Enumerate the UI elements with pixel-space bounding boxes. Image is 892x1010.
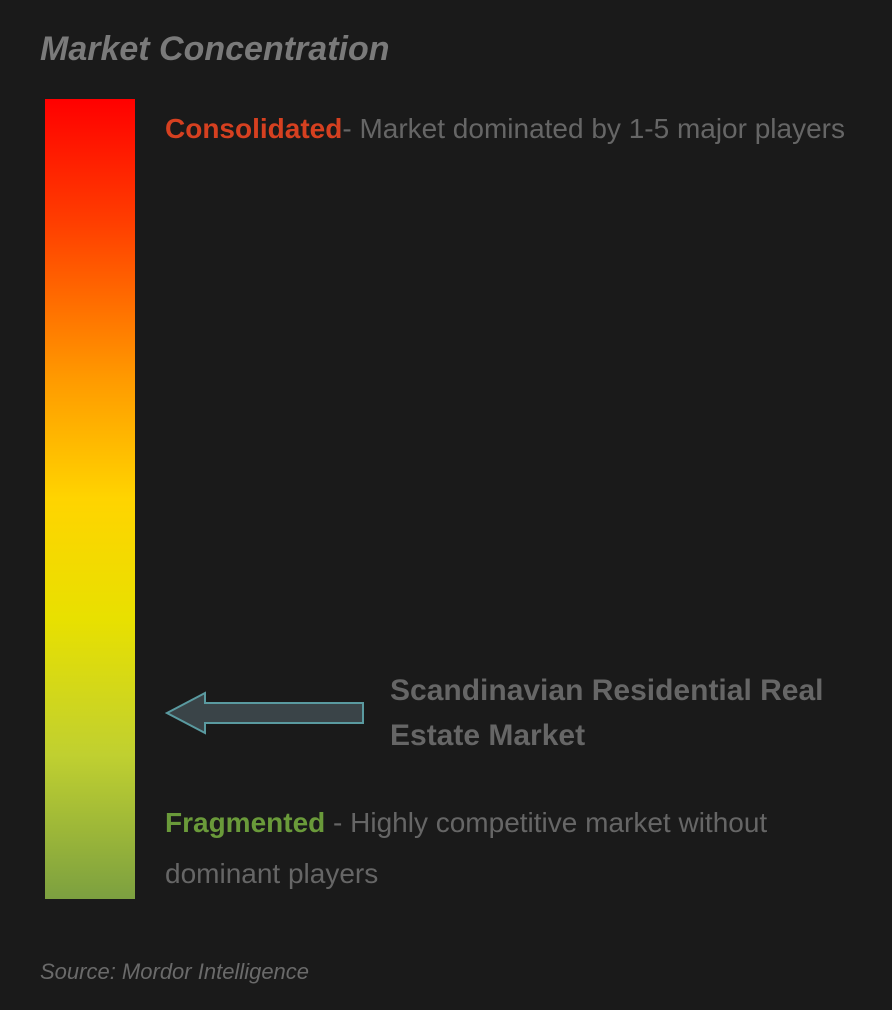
- fragmented-description: Fragmented - Highly competitive market w…: [165, 798, 852, 899]
- consolidated-keyword: Consolidated: [165, 113, 342, 144]
- source-attribution: Source: Mordor Intelligence: [40, 959, 309, 985]
- consolidated-description: Consolidated- Market dominated by 1-5 ma…: [165, 104, 852, 154]
- main-content: Consolidated- Market dominated by 1-5 ma…: [40, 99, 852, 919]
- consolidated-text: - Market dominated by 1-5 major players: [342, 113, 845, 144]
- fragmented-keyword: Fragmented: [165, 807, 325, 838]
- arrow-left-icon: [165, 689, 365, 737]
- market-pointer-row: Scandinavian Residential Real Estate Mar…: [165, 668, 852, 758]
- market-name: Scandinavian Residential Real Estate Mar…: [390, 668, 852, 758]
- text-column: Consolidated- Market dominated by 1-5 ma…: [165, 99, 852, 919]
- bottom-section: Scandinavian Residential Real Estate Mar…: [165, 668, 852, 899]
- page-title: Market Concentration: [40, 30, 852, 69]
- concentration-gradient-bar: [45, 99, 135, 899]
